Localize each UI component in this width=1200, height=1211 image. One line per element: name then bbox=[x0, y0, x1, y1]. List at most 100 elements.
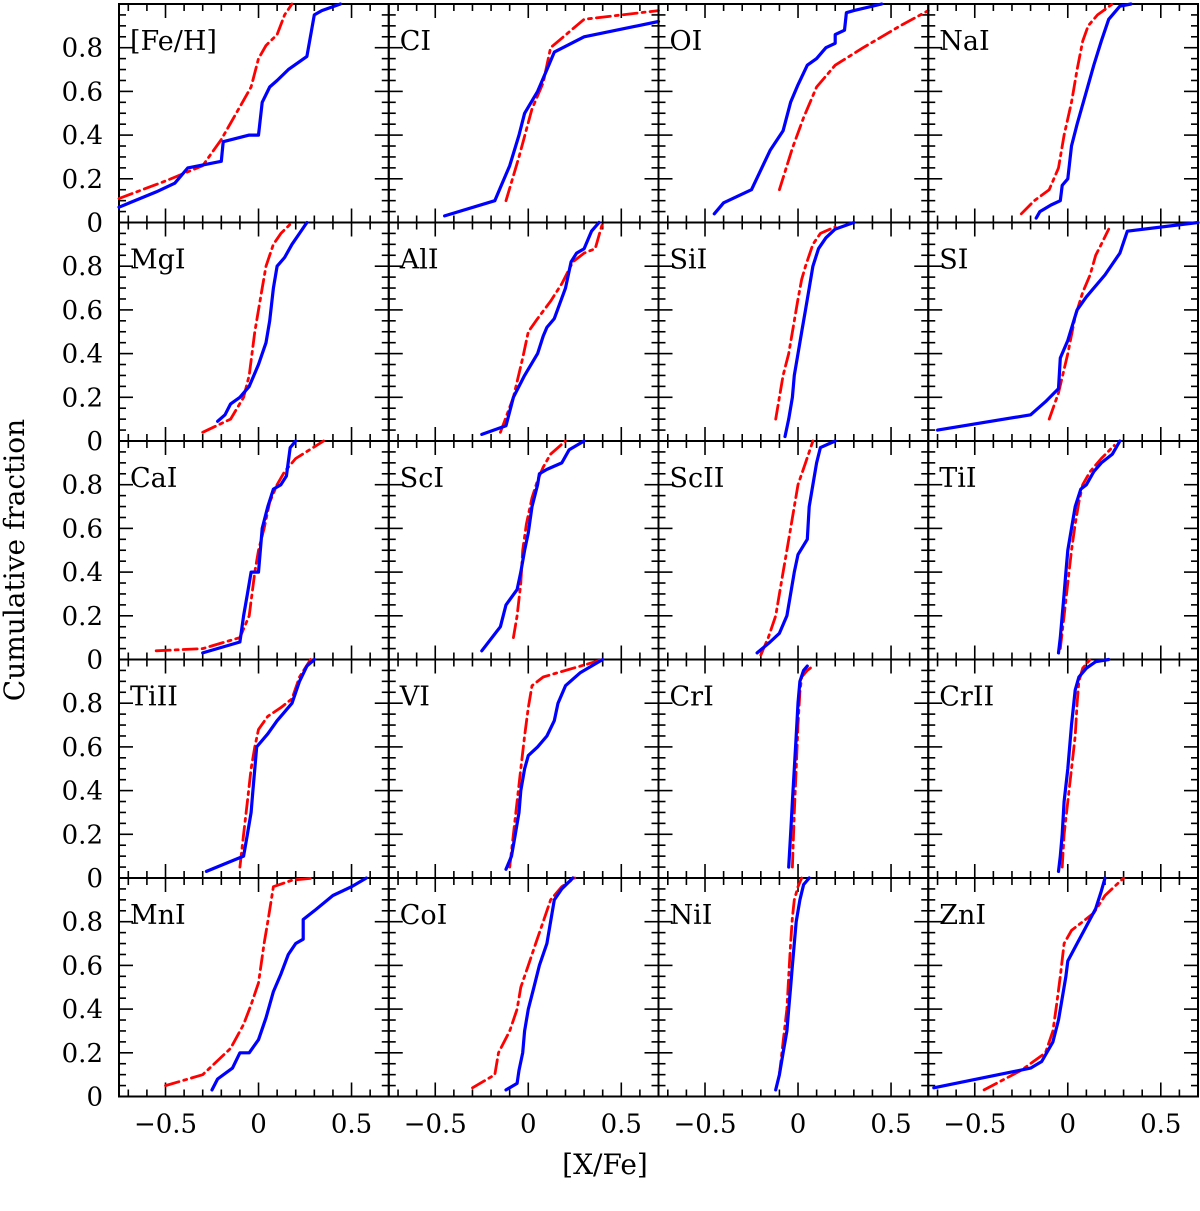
y-tick-label: 0.6 bbox=[62, 733, 103, 763]
solid-series-line bbox=[783, 220, 856, 439]
panel-tiii: TiII bbox=[118, 657, 390, 879]
panel-label: ScI bbox=[400, 463, 444, 494]
x-tick-label: 0 bbox=[250, 1110, 267, 1140]
panel-label: CrII bbox=[939, 682, 994, 713]
dashdot-series-line bbox=[504, 9, 660, 203]
panel-zni: ZnI bbox=[927, 876, 1199, 1098]
dashdot-series-line bbox=[759, 439, 815, 657]
panel-mni: MnI bbox=[118, 876, 390, 1098]
solid-series-line bbox=[480, 439, 586, 653]
panel-vi: VI bbox=[387, 657, 660, 879]
panel-nai: NaI bbox=[927, 2, 1199, 224]
y-tick-label: 0.4 bbox=[62, 558, 103, 588]
panel-frame bbox=[927, 221, 1199, 442]
panel-ci: CI bbox=[387, 3, 661, 224]
panel-label: SiI bbox=[670, 245, 708, 276]
y-tick-label: 0.4 bbox=[62, 777, 103, 807]
panel-label: TiI bbox=[939, 463, 976, 494]
y-tick-label: 0.6 bbox=[62, 77, 103, 107]
panel-label: NiI bbox=[670, 900, 713, 931]
x-tick-label: 0 bbox=[790, 1110, 807, 1140]
panel-feh: [Fe/H] bbox=[117, 2, 390, 224]
solid-series-line bbox=[936, 220, 1200, 432]
panel-label: CoI bbox=[400, 900, 448, 931]
panel-label: CI bbox=[400, 26, 431, 57]
dashdot-series-line bbox=[154, 439, 325, 653]
panel-label: OI bbox=[670, 26, 703, 57]
panel-label: MnI bbox=[130, 900, 186, 931]
y-tick-label: 0.6 bbox=[62, 296, 103, 326]
panel-label: CrI bbox=[670, 682, 714, 713]
panel-cri: CrI bbox=[657, 658, 930, 879]
dashdot-series-line bbox=[778, 9, 930, 192]
y-tick-label: 0.6 bbox=[62, 514, 103, 544]
y-tick-label: 0.4 bbox=[62, 121, 103, 151]
panel-si: SI bbox=[927, 220, 1200, 442]
solid-series-line bbox=[774, 876, 811, 1092]
x-tick-label: 0.5 bbox=[331, 1110, 372, 1140]
dashdot-series-line bbox=[117, 2, 294, 200]
y-tick-label: 0.2 bbox=[62, 165, 103, 195]
panel-ali: AlI bbox=[387, 220, 660, 442]
solid-series-line bbox=[755, 439, 837, 655]
y-tick-label: 0.8 bbox=[62, 252, 103, 282]
dashdot-series-line bbox=[508, 658, 605, 869]
solid-series-line bbox=[504, 657, 605, 871]
solid-series-line bbox=[201, 439, 298, 655]
solid-series-line bbox=[504, 876, 575, 1092]
x-tick-label: −0.5 bbox=[404, 1110, 467, 1140]
y-tick-label: 0 bbox=[86, 1083, 103, 1113]
dashdot-series-line bbox=[164, 876, 316, 1087]
panel-label: SI bbox=[939, 245, 968, 276]
y-tick-label: 0.2 bbox=[62, 602, 103, 632]
dashdot-series-line bbox=[201, 221, 294, 434]
x-tick-label: −0.5 bbox=[943, 1110, 1006, 1140]
panel-scii: ScII bbox=[657, 439, 930, 661]
dashdot-series-line bbox=[512, 439, 567, 639]
y-tick-label: 0 bbox=[86, 646, 103, 676]
solid-series-line bbox=[480, 220, 601, 436]
y-tick-label: 0.8 bbox=[62, 34, 103, 64]
y-tick-label: 0.6 bbox=[62, 951, 103, 981]
solid-series-line bbox=[443, 19, 661, 218]
y-tick-label: 0.8 bbox=[62, 689, 103, 719]
panel-oi: OI bbox=[657, 2, 930, 224]
solid-series-line bbox=[787, 664, 809, 869]
x-tick-label: 0 bbox=[1060, 1110, 1077, 1140]
x-tick-label: −0.5 bbox=[673, 1110, 736, 1140]
panel-label: [Fe/H] bbox=[130, 26, 217, 57]
tick-labels: 0 0.2 0.4 0.6 0.8 0 0.2 0.4 0.6 0.8 0 0.2 0.4 0.6 0.8 0… bbox=[62, 34, 1182, 1140]
y-tick-label: 0 bbox=[86, 209, 103, 239]
panel-label: AlI bbox=[399, 245, 439, 276]
panel-label: ScII bbox=[670, 463, 725, 494]
dashdot-series-line bbox=[1058, 444, 1116, 650]
solid-series-line bbox=[210, 876, 368, 1092]
panel-grid: [Fe/H] CI OI NaI MgI AlI SiI SI CaI ScI ScII TiI TiI… bbox=[117, 2, 1200, 1098]
y-tick-label: 0 bbox=[86, 427, 103, 457]
dashdot-series-line bbox=[982, 876, 1125, 1092]
y-tick-label: 0.2 bbox=[62, 1039, 103, 1069]
x-tick-label: 0.5 bbox=[1140, 1110, 1181, 1140]
dashdot-series-line bbox=[238, 658, 312, 869]
x-axis-title: [X/Fe] bbox=[562, 1148, 648, 1181]
panel-label: ZnI bbox=[939, 900, 986, 931]
panel-sii: SiI bbox=[657, 220, 930, 442]
x-tick-label: 0 bbox=[520, 1110, 537, 1140]
y-tick-label: 0.8 bbox=[62, 908, 103, 938]
y-tick-label: 0.4 bbox=[62, 995, 103, 1025]
y-axis-title: Cumulative fraction bbox=[0, 419, 31, 701]
panel-label: TiII bbox=[130, 682, 178, 713]
x-tick-label: −0.5 bbox=[134, 1110, 197, 1140]
solid-series-line bbox=[1034, 2, 1133, 220]
solid-series-line bbox=[1056, 657, 1111, 873]
y-tick-label: 0.4 bbox=[62, 340, 103, 370]
solid-series-line bbox=[712, 2, 884, 216]
y-tick-label: 0.2 bbox=[62, 820, 103, 850]
panel-tii: TiI bbox=[927, 439, 1199, 661]
dashdot-series-line bbox=[1019, 2, 1114, 216]
dashdot-series-line bbox=[471, 876, 577, 1090]
panel-sci: ScI bbox=[387, 439, 660, 661]
dashdot-series-line bbox=[499, 221, 605, 434]
dashdot-series-line bbox=[1047, 227, 1111, 421]
